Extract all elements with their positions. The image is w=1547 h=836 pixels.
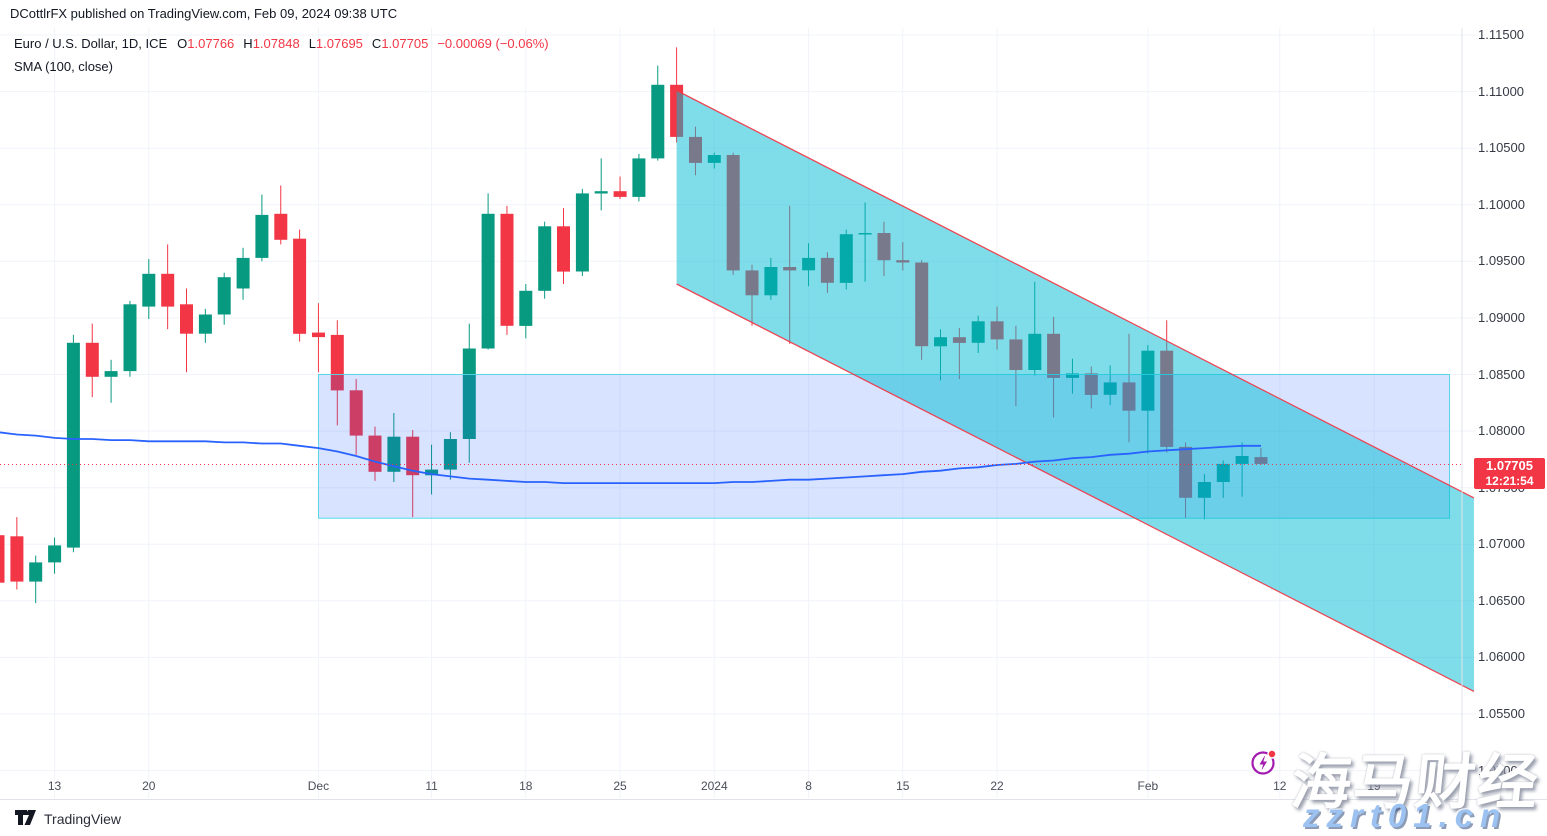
price-tick-label: 1.10500 [1478, 140, 1525, 156]
price-tick-label: 1.08000 [1478, 423, 1525, 439]
current-price-value: 1.07705 [1486, 458, 1533, 473]
price-tick-label: 1.07000 [1478, 536, 1525, 552]
tradingview-logo-icon [15, 809, 37, 829]
time-tick-label: Feb [1137, 779, 1159, 793]
time-tick-label: 12 [1273, 779, 1287, 793]
bar-countdown: 12:21:54 [1485, 474, 1534, 488]
price-tick-label: 1.11500 [1478, 27, 1525, 42]
time-tick-label: 2024 [700, 779, 728, 793]
price-tick-label: 1.09000 [1478, 309, 1525, 325]
price-tick-label: 1.11000 [1478, 83, 1525, 99]
ohlc-close: C1.07705 [371, 36, 429, 51]
change-value: −0.00069 (−0.06%) [437, 36, 549, 51]
price-tick-label: 1.06000 [1478, 649, 1525, 665]
price-tick-label: 1.05000 [1478, 762, 1525, 778]
ohlc-low: L1.07695 [308, 36, 363, 51]
time-tick-label: 22 [990, 779, 1004, 793]
lightning-bolt-icon [1259, 756, 1267, 771]
price-tick-label: 1.10000 [1478, 196, 1525, 212]
ohlc-high: H1.07848 [243, 36, 300, 51]
current-price-label: 1.07705 12:21:54 [1474, 458, 1545, 489]
time-tick-label: 15 [896, 779, 910, 793]
price-tick-label: 1.05500 [1478, 706, 1525, 721]
symbol-title: Euro / U.S. Dollar, 1D, ICE [14, 36, 168, 51]
time-tick-label: 25 [613, 779, 627, 793]
time-tick-label: 18 [519, 779, 533, 793]
flash-idea-icon[interactable] [1249, 747, 1283, 777]
time-tick-label: 8 [805, 779, 812, 793]
time-axis[interactable]: 13 20 Dec 11 18 25 2024 8 15 22 Feb 12 19 [0, 775, 1462, 799]
indicator-legend[interactable]: SMA (100, close) [14, 59, 113, 74]
published-attribution: DCottlrFX published on TradingView.com, … [10, 6, 398, 21]
notification-dot-icon [1267, 749, 1277, 759]
time-tick-label: 20 [142, 779, 156, 793]
time-tick-label: 19 [1367, 779, 1381, 793]
time-tick-label: Dec [307, 779, 330, 793]
price-tick-label: 1.09500 [1478, 253, 1525, 269]
time-tick-label: 11 [425, 779, 438, 793]
tradingview-logo[interactable]: TradingView [15, 809, 121, 829]
symbol-legend[interactable]: Euro / U.S. Dollar, 1D, ICE O1.07766 H1.07… [14, 36, 549, 51]
price-tick-label: 1.06500 [1478, 592, 1525, 608]
price-tick-label: 1.08500 [1478, 366, 1525, 382]
tradingview-logo-text: TradingView [44, 811, 122, 827]
time-tick-label: 13 [47, 779, 62, 793]
ohlc-open: O1.07766 [177, 36, 235, 51]
price-axis[interactable]: 1.11500 1.11000 1.10500 1.10000 1.09500 1.090… [1462, 27, 1547, 799]
watermark-site: zzrt01.cn [1303, 797, 1508, 834]
